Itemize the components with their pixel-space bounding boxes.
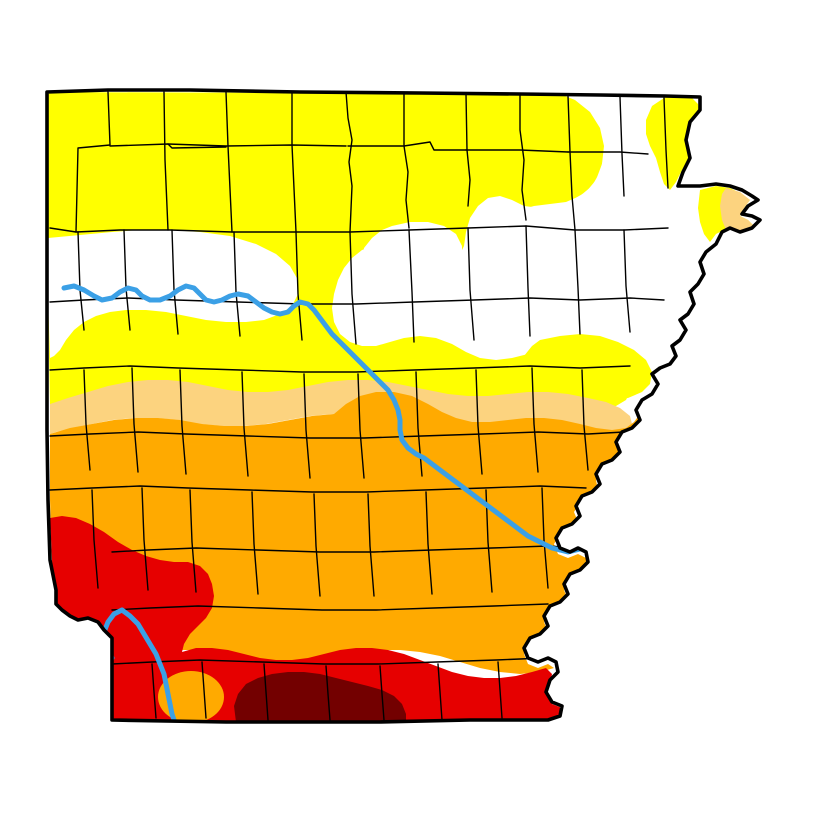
drought-layer-d0 [47,92,758,408]
region-d2-southwest-island-overlay [158,671,224,722]
region-d0-main [47,92,630,408]
drought-layer-d3 [50,516,562,722]
county-boundaries [49,91,669,721]
region-white-pocket-north-central [362,222,462,294]
region-d2-main [50,392,640,718]
region-d1-northeast-sliver [720,188,754,234]
region-d0-northeast-blob [646,94,700,190]
region-d4-core [234,672,406,722]
red-river-southwest [119,607,177,722]
region-d1-central-band [50,380,632,434]
state-outline-arkansas [45,88,762,724]
arkansas-river-main [61,283,563,553]
region-d0-east-band [520,334,652,400]
region-d3-south [50,516,562,722]
drought-layer-d1 [50,188,754,434]
drought-layer-d4 [234,672,406,722]
